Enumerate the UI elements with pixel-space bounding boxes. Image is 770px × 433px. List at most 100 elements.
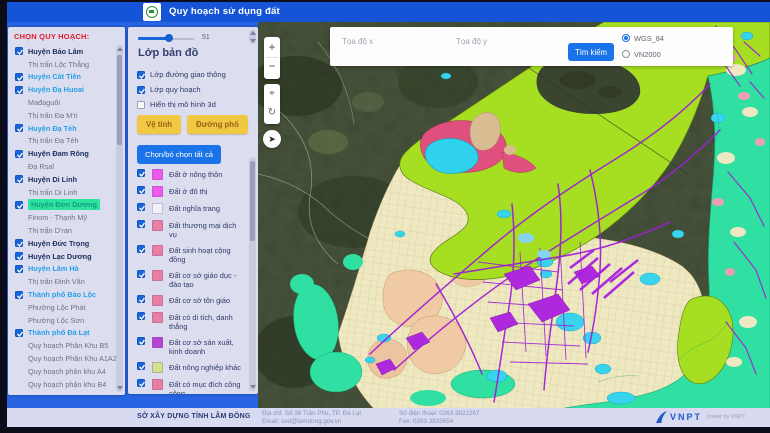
- plan-item[interactable]: Thị trấn Đạ M'ri: [8, 109, 116, 122]
- checkbox-icon[interactable]: [15, 239, 24, 248]
- checkbox-icon[interactable]: [15, 252, 24, 261]
- checkbox-icon[interactable]: [15, 72, 24, 81]
- plan-item[interactable]: Thị trấn Lộc Thắng: [8, 58, 116, 71]
- checkbox-icon[interactable]: [137, 270, 146, 278]
- checkbox-icon[interactable]: [137, 70, 146, 79]
- plan-item[interactable]: Quy hoạch phân khu B2: [8, 391, 116, 393]
- plan-item[interactable]: Thị trấn Đạ Tẻh: [8, 135, 116, 148]
- plan-item[interactable]: Huyện Đức Trọng: [8, 237, 116, 250]
- zoom-in-button[interactable]: +: [268, 40, 276, 54]
- coord-x-input[interactable]: [340, 32, 454, 50]
- checkbox-icon[interactable]: [137, 85, 146, 94]
- select-all-button[interactable]: Chọn/bỏ chọn tất cả: [137, 145, 221, 164]
- plan-item[interactable]: Phường Lộc Sơn: [8, 314, 116, 327]
- plan-item[interactable]: Huyện Đạ Tẻh: [8, 122, 116, 135]
- slider-knob[interactable]: [165, 34, 173, 42]
- plan-item[interactable]: Huyện Lạc Dương: [8, 250, 116, 263]
- checkbox-icon[interactable]: [15, 124, 24, 133]
- checkbox-icon[interactable]: [137, 337, 146, 345]
- plan-item[interactable]: Thành phố Đà Lạt: [8, 327, 116, 340]
- checkbox-icon[interactable]: [15, 328, 24, 337]
- radio-icon[interactable]: [622, 50, 630, 58]
- plan-item[interactable]: Huyện Cát Tiên: [8, 71, 116, 84]
- plan-item[interactable]: Huyện Bảo Lâm: [8, 45, 116, 58]
- zoom-out-button[interactable]: −: [268, 59, 276, 73]
- plan-item[interactable]: Huyện Đạ Huoai: [8, 83, 116, 96]
- checkbox-icon[interactable]: [137, 295, 146, 303]
- legend-item[interactable]: Đất có mục đích công cộng: [137, 379, 246, 394]
- checkbox-icon[interactable]: [15, 47, 24, 56]
- layer-toggle[interactable]: Lớp quy hoạch: [137, 82, 246, 97]
- legend-label: Đất nghĩa trang: [169, 204, 220, 213]
- scroll-up-icon[interactable]: [249, 31, 256, 35]
- plan-item-label: Thành phố Bảo Lộc: [28, 290, 97, 300]
- plan-item[interactable]: Thị trấn Đinh Văn: [8, 275, 116, 288]
- plan-item[interactable]: Quy hoạch phân khu A4: [8, 365, 116, 378]
- checkbox-icon[interactable]: [137, 100, 145, 109]
- layer-toggle-list: Lớp đường giao thông Lớp quy hoạch Hiển …: [137, 67, 246, 112]
- plan-item[interactable]: Thị trấn Di Linh: [8, 186, 116, 199]
- plan-item[interactable]: Quy hoạch Phân Khu A1A2: [8, 352, 116, 365]
- crosshair-icon[interactable]: ⌖: [269, 88, 275, 99]
- checkbox-icon[interactable]: [137, 203, 146, 211]
- legend-item[interactable]: Đất ở nông thôn: [137, 169, 246, 180]
- legend-item[interactable]: Đất cơ sở tôn giáo: [137, 295, 246, 306]
- plan-item[interactable]: Quy hoạch Phân Khu B5: [8, 339, 116, 352]
- legend-item[interactable]: Đất ở đô thị: [137, 186, 246, 197]
- scroll-down-icon[interactable]: [116, 386, 123, 390]
- basemap-button[interactable]: Đường phố: [187, 115, 248, 134]
- plan-item[interactable]: Đạ Rsal: [8, 160, 116, 173]
- plan-item[interactable]: Huyện Đam Rông: [8, 147, 116, 160]
- checkbox-icon[interactable]: [15, 264, 24, 273]
- checkbox-icon[interactable]: [137, 220, 146, 228]
- checkbox-icon[interactable]: [137, 362, 146, 370]
- opacity-slider[interactable]: 51: [138, 34, 238, 44]
- checkbox-icon[interactable]: [15, 200, 24, 209]
- legend-item[interactable]: Đất thương mại dịch vụ: [137, 220, 246, 239]
- coord-y-input[interactable]: [454, 32, 568, 50]
- legend-item[interactable]: Đất nghĩa trang: [137, 203, 246, 214]
- scroll-down-icon[interactable]: [249, 385, 256, 389]
- legend-item[interactable]: Đất có di tích, danh thắng: [137, 312, 246, 331]
- plan-item[interactable]: Huyện Đơn Dương: [8, 199, 116, 212]
- checkbox-icon[interactable]: [15, 85, 24, 94]
- checkbox-icon[interactable]: [137, 186, 146, 194]
- plan-scrollbar[interactable]: [116, 45, 123, 392]
- plan-item[interactable]: Phường Lộc Phát: [8, 301, 116, 314]
- legend-item[interactable]: Đất cơ sở sản xuất, kinh doanh: [137, 337, 246, 356]
- rotate-icon[interactable]: ↻: [267, 107, 277, 118]
- crs-option[interactable]: VN2000: [622, 46, 664, 62]
- checkbox-icon[interactable]: [15, 175, 24, 184]
- checkbox-icon[interactable]: [137, 312, 146, 320]
- map-canvas[interactable]: + − ⌖ ↻ ➤ Tìm kiếm WGS_84 VN2000: [258, 22, 770, 409]
- plan-item[interactable]: Mađaguôi: [8, 96, 116, 109]
- plan-item[interactable]: Thị trấn D'ran: [8, 224, 116, 237]
- legend-item[interactable]: Đất cơ sở giáo dục - đào tạo: [137, 270, 246, 289]
- plan-item[interactable]: Huyện Di Linh: [8, 173, 116, 186]
- legend-item[interactable]: Đất sinh hoạt cộng đồng: [137, 245, 246, 264]
- search-button[interactable]: Tìm kiếm: [568, 43, 614, 61]
- legend-swatch: [152, 362, 163, 373]
- checkbox-icon[interactable]: [137, 245, 146, 253]
- legend-swatch: [152, 245, 163, 256]
- legend-item[interactable]: Đất nông nghiệp khác: [137, 362, 246, 373]
- scroll-up-icon[interactable]: [116, 47, 123, 51]
- checkbox-icon[interactable]: [137, 379, 146, 387]
- checkbox-icon[interactable]: [15, 290, 24, 299]
- locate-button[interactable]: ➤: [263, 130, 281, 148]
- checkbox-icon[interactable]: [137, 169, 146, 177]
- radio-icon[interactable]: [622, 34, 630, 42]
- plan-item[interactable]: Quy hoạch phân khu B4: [8, 378, 116, 391]
- legend-scrollbar[interactable]: [249, 157, 256, 391]
- checkbox-icon[interactable]: [15, 149, 24, 158]
- plan-item[interactable]: Finom - Thạnh Mỹ: [8, 211, 116, 224]
- legend-label: Đất ở nông thôn: [169, 170, 223, 179]
- basemap-button[interactable]: Vệ tinh: [137, 115, 181, 134]
- layer-toggle[interactable]: Hiển thị mô hình 3d: [137, 97, 246, 112]
- plan-item[interactable]: Huyện Lâm Hà: [8, 263, 116, 276]
- scroll-down-icon[interactable]: [249, 39, 256, 43]
- layers-scroll-arrows[interactable]: [249, 30, 256, 44]
- crs-option[interactable]: WGS_84: [622, 30, 664, 46]
- layer-toggle[interactable]: Lớp đường giao thông: [137, 67, 246, 82]
- plan-item[interactable]: Thành phố Bảo Lộc: [8, 288, 116, 301]
